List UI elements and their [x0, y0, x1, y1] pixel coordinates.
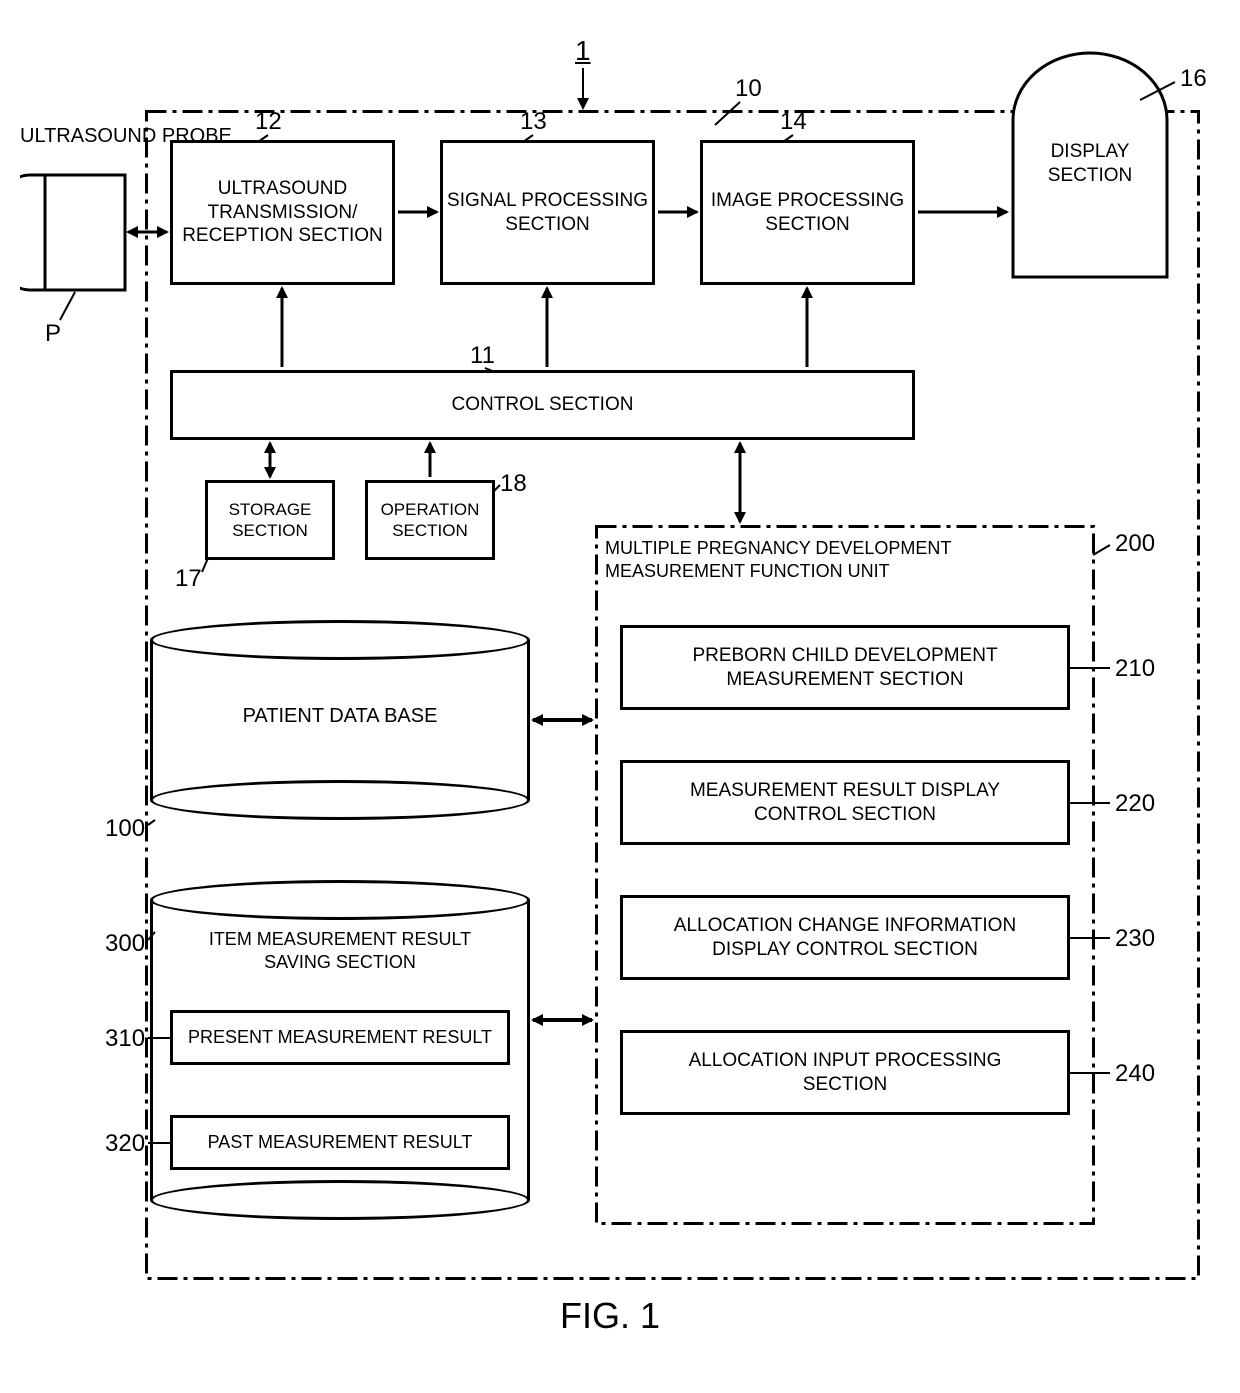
itemsave-label: ITEM MEASUREMENT RESULT SAVING SECTION [160, 928, 520, 973]
itemsave-cylinder: ITEM MEASUREMENT RESULT SAVING SECTION P… [150, 880, 530, 1220]
past-label: PAST MEASUREMENT RESULT [208, 1132, 473, 1154]
allocchg-box: ALLOCATION CHANGE INFORMATION DISPLAY CO… [620, 895, 1070, 980]
ref-patientdb: 100 [105, 815, 145, 843]
ref-itemsave: 300 [105, 930, 145, 958]
ref-allocchg: 230 [1115, 925, 1155, 953]
operation-label: OPERATION SECTION [381, 499, 480, 542]
past-box: PAST MEASUREMENT RESULT [170, 1115, 510, 1170]
sigproc-box: SIGNAL PROCESSING SECTION [440, 140, 655, 285]
patientdb-cylinder: PATIENT DATA BASE [150, 620, 530, 820]
resdisp-label: MEASUREMENT RESULT DISPLAY CONTROL SECTI… [690, 779, 1000, 827]
diagram-canvas: ULTRASOUND PROBE ULTRASOUND TRANSMISSION… [20, 20, 1220, 1330]
operation-box: OPERATION SECTION [365, 480, 495, 560]
ref-resdisp: 220 [1115, 790, 1155, 818]
ref-probe: P [45, 320, 61, 348]
ref-imgproc: 14 [780, 108, 807, 136]
control-box: CONTROL SECTION [170, 370, 915, 440]
storage-box: STORAGE SECTION [205, 480, 335, 560]
ref-display: 16 [1180, 65, 1207, 93]
present-box: PRESENT MEASUREMENT RESULT [170, 1010, 510, 1065]
display-shape: DISPLAY SECTION [1010, 50, 1170, 280]
txrx-box: ULTRASOUND TRANSMISSION/ RECEPTION SECTI… [170, 140, 395, 285]
imgproc-label: IMAGE PROCESSING SECTION [711, 189, 904, 237]
figure-label: FIG. 1 [560, 1295, 660, 1337]
allocin-box: ALLOCATION INPUT PROCESSING SECTION [620, 1030, 1070, 1115]
ref-operation: 18 [500, 470, 527, 498]
ref-present: 310 [105, 1025, 145, 1053]
allocin-label: ALLOCATION INPUT PROCESSING SECTION [689, 1049, 1002, 1097]
ref-funcunit: 200 [1115, 530, 1155, 558]
txrx-label: ULTRASOUND TRANSMISSION/ RECEPTION SECTI… [182, 177, 383, 248]
ref-sigproc: 13 [520, 108, 547, 136]
ref-control: 11 [470, 342, 495, 370]
patientdb-label: PATIENT DATA BASE [150, 705, 530, 728]
preborn-box: PREBORN CHILD DEVELOPMENT MEASUREMENT SE… [620, 625, 1070, 710]
present-label: PRESENT MEASUREMENT RESULT [188, 1027, 492, 1049]
ref-allocin: 240 [1115, 1060, 1155, 1088]
preborn-label: PREBORN CHILD DEVELOPMENT MEASUREMENT SE… [692, 644, 997, 692]
ref-txrx: 12 [255, 108, 282, 136]
ref-system: 1 [575, 35, 591, 67]
imgproc-box: IMAGE PROCESSING SECTION [700, 140, 915, 285]
allocchg-label: ALLOCATION CHANGE INFORMATION DISPLAY CO… [674, 914, 1016, 962]
ref-preborn: 210 [1115, 655, 1155, 683]
ref-storage: 17 [175, 565, 202, 593]
display-label: DISPLAY SECTION [1010, 140, 1170, 188]
resdisp-box: MEASUREMENT RESULT DISPLAY CONTROL SECTI… [620, 760, 1070, 845]
sigproc-label: SIGNAL PROCESSING SECTION [447, 189, 648, 237]
funcunit-label: MULTIPLE PREGNANCY DEVELOPMENT MEASUREME… [605, 537, 1085, 582]
control-label: CONTROL SECTION [452, 393, 634, 417]
ref-main: 10 [735, 75, 762, 103]
ref-past: 320 [105, 1130, 145, 1158]
storage-label: STORAGE SECTION [229, 499, 312, 542]
